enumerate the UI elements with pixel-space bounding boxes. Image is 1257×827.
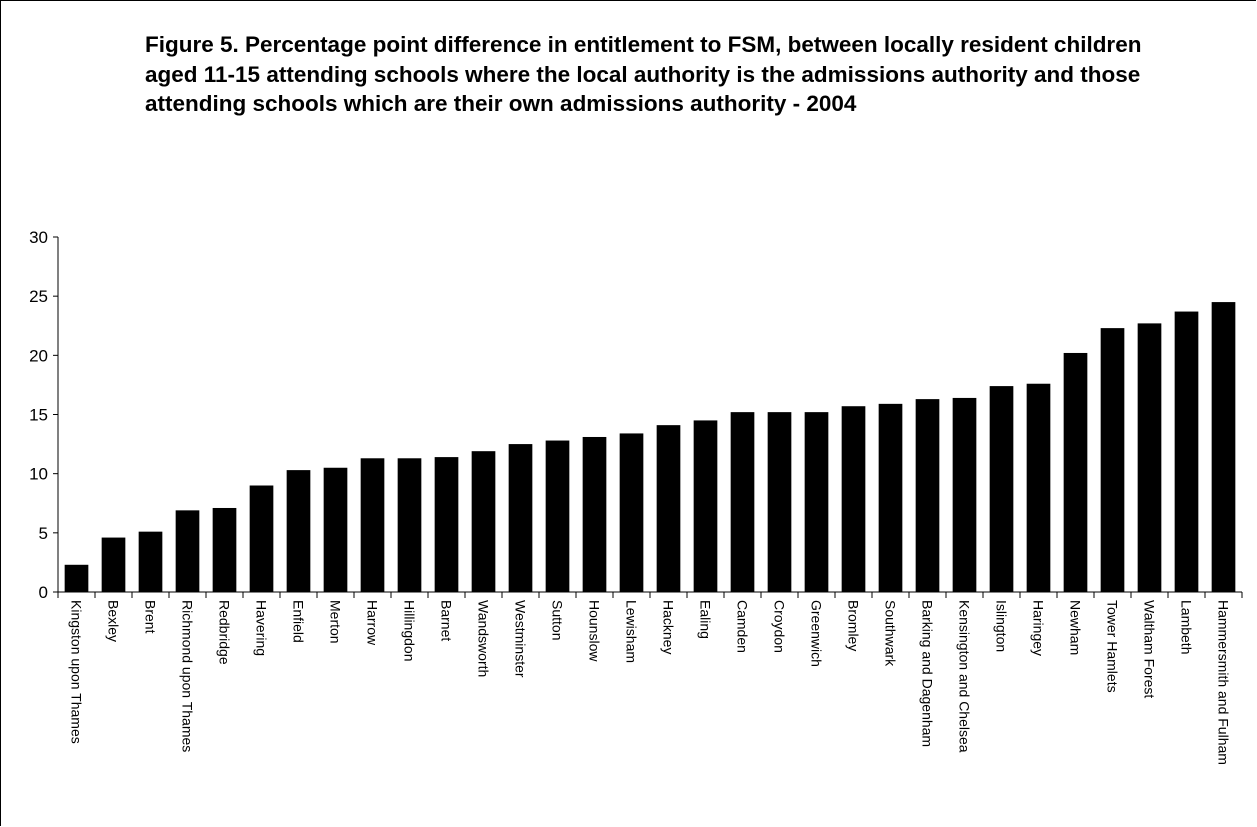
bar bbox=[249, 485, 274, 592]
bar bbox=[1063, 352, 1088, 592]
x-tick-label: Lewisham bbox=[624, 600, 640, 663]
x-tick-label: Ealing bbox=[698, 600, 714, 639]
x-tick-label: Bromley bbox=[846, 600, 862, 651]
x-tick-label: Brent bbox=[143, 600, 159, 634]
x-tick-label: Islington bbox=[994, 600, 1010, 652]
bar bbox=[471, 451, 496, 592]
bar bbox=[286, 470, 311, 592]
x-tick-label: Merton bbox=[328, 600, 344, 644]
bar bbox=[841, 406, 866, 592]
bar bbox=[582, 436, 607, 592]
bar bbox=[952, 397, 977, 592]
x-tick-label: Hillingdon bbox=[402, 600, 418, 661]
x-tick-label: Kensington and Chelsea bbox=[957, 600, 973, 753]
x-tick-label: Sutton bbox=[550, 600, 566, 640]
bar bbox=[693, 420, 718, 592]
y-tick-label: 0 bbox=[39, 583, 48, 602]
y-tick-label: 10 bbox=[29, 465, 48, 484]
bar bbox=[1174, 311, 1199, 592]
bar bbox=[1100, 328, 1125, 592]
bar bbox=[323, 467, 348, 592]
bar bbox=[545, 440, 570, 592]
x-tick-label: Hounslow bbox=[587, 600, 603, 662]
bar bbox=[360, 458, 385, 592]
y-tick-label: 25 bbox=[29, 287, 48, 306]
bar bbox=[804, 412, 829, 592]
x-tick-label: Tower Hamlets bbox=[1105, 600, 1121, 693]
bar bbox=[397, 458, 422, 592]
bar bbox=[1137, 323, 1162, 592]
x-tick-label: Greenwich bbox=[809, 600, 825, 667]
bar bbox=[1211, 302, 1236, 592]
bar bbox=[101, 537, 126, 592]
bar bbox=[878, 403, 903, 592]
bar bbox=[730, 412, 755, 592]
bar bbox=[915, 399, 940, 592]
y-tick-label: 20 bbox=[29, 346, 48, 365]
x-tick-label: Newham bbox=[1068, 600, 1084, 655]
x-tick-label: Redbridge bbox=[217, 600, 233, 665]
bar bbox=[175, 510, 200, 592]
x-tick-label: Waltham Forest bbox=[1142, 600, 1158, 698]
x-tick-label: Croydon bbox=[772, 600, 788, 653]
x-tick-label: Barking and Dagenham bbox=[920, 600, 936, 747]
y-tick-label: 30 bbox=[29, 228, 48, 247]
x-tick-label: Camden bbox=[735, 600, 751, 653]
bar bbox=[64, 564, 89, 592]
y-tick-label: 5 bbox=[39, 524, 48, 543]
x-tick-label: Havering bbox=[254, 600, 270, 656]
x-tick-label: Southwark bbox=[883, 600, 899, 667]
bar bbox=[656, 425, 681, 592]
bar bbox=[212, 507, 237, 592]
bar bbox=[619, 433, 644, 592]
bar bbox=[138, 531, 163, 592]
x-tick-label: Lambeth bbox=[1179, 600, 1195, 654]
x-tick-label: Enfield bbox=[291, 600, 307, 643]
x-tick-label: Hackney bbox=[661, 600, 677, 654]
x-tick-label: Bexley bbox=[106, 600, 122, 642]
bar bbox=[989, 386, 1014, 592]
x-tick-label: Wandsworth bbox=[476, 600, 492, 677]
bar bbox=[1026, 383, 1051, 592]
x-tick-label: Richmond upon Thames bbox=[180, 600, 196, 752]
chart-title: Figure 5. Percentage point difference in… bbox=[145, 32, 1142, 116]
x-tick-label: Kingston upon Thames bbox=[69, 600, 85, 744]
x-tick-label: Hammersmith and Fulham bbox=[1216, 600, 1232, 765]
x-tick-label: Harrow bbox=[365, 600, 381, 646]
x-tick-label: Haringey bbox=[1031, 600, 1047, 656]
x-tick-label: Barnet bbox=[439, 600, 455, 641]
bar bbox=[508, 444, 533, 592]
x-tick-label: Westminster bbox=[513, 600, 529, 678]
bar bbox=[434, 457, 459, 592]
y-tick-label: 15 bbox=[29, 406, 48, 425]
bar bbox=[767, 412, 792, 592]
